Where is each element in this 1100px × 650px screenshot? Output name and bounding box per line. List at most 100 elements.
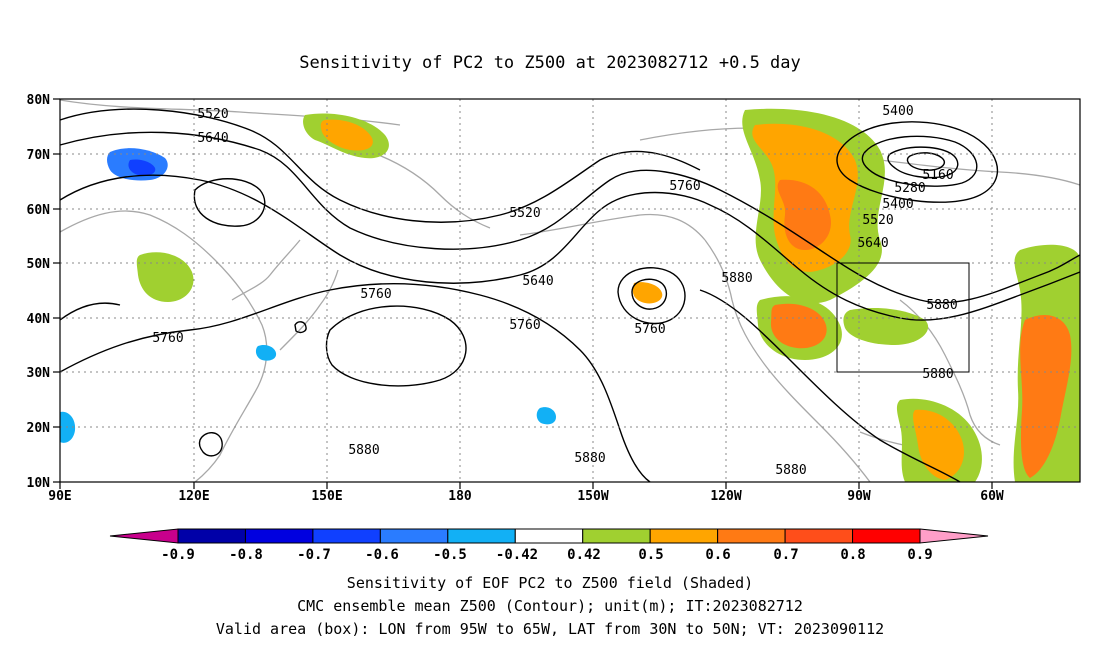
negative-patch-siberia-core — [128, 159, 156, 176]
contour-label: 5640 — [197, 131, 228, 146]
contour-5760-low-inner — [631, 278, 667, 310]
lon-label: 150E — [311, 489, 342, 504]
contour-label: 5160 — [922, 168, 953, 183]
contour-5880-tiny — [294, 321, 307, 334]
contour-5160-inner — [906, 152, 946, 171]
contour-label: 5280 — [894, 181, 925, 196]
contour-label: 5400 — [882, 104, 913, 119]
contour-label: 5520 — [197, 107, 228, 122]
contour-5280-ring — [861, 135, 978, 187]
lon-label: 120E — [178, 489, 209, 504]
contour-5880-high — [325, 305, 467, 387]
note-valid-area: Valid area (box): LON from 95W to 65W, L… — [216, 620, 884, 638]
contour-label: 5880 — [348, 443, 379, 458]
lat-label: 70N — [27, 148, 51, 163]
contour-5760-asia-edge — [59, 302, 121, 321]
lon-label: 150W — [577, 489, 608, 504]
colorbar-label: 0.8 — [840, 547, 865, 563]
negative-patch-japan — [255, 344, 277, 361]
lat-label: 80N — [27, 93, 51, 108]
coast-na-west — [704, 239, 871, 483]
contour-label: 5760 — [152, 331, 183, 346]
coast-asia — [59, 210, 268, 483]
colorbar: -0.9 -0.8 -0.7 -0.6 -0.5 -0.42 0.42 0.5 … — [109, 528, 989, 563]
contour-label: 5760 — [360, 287, 391, 302]
contour-5520-closed — [193, 178, 266, 227]
colorbar-labels: -0.9 -0.8 -0.7 -0.6 -0.5 -0.42 0.42 0.5 … — [161, 547, 933, 563]
colorbar-label: -0.8 — [229, 547, 263, 563]
lon-label: 90E — [48, 489, 71, 504]
lat-label: 50N — [27, 257, 51, 272]
colorbar-label: -0.5 — [433, 547, 467, 563]
colorbar-swatch — [852, 528, 921, 544]
contour-label: 5400 — [882, 197, 913, 212]
map-gridlines — [60, 99, 1080, 482]
longitude-labels: 90E 120E 150E 180 150W 120W 90W 60W — [48, 489, 1004, 504]
positive-patch-gulf-of-alaska — [632, 282, 663, 304]
map-frame — [59, 98, 1081, 483]
colorbar-swatch — [514, 528, 584, 544]
colorbar-label: 0.5 — [638, 547, 663, 563]
note-contour: CMC ensemble mean Z500 (Contour); unit(m… — [297, 597, 803, 615]
contour-label: 5520 — [862, 213, 893, 228]
colorbar-label: -0.9 — [161, 547, 195, 563]
colorbar-label: -0.6 — [365, 547, 399, 563]
colorbar-label: -0.42 — [496, 547, 538, 563]
colorbar-swatch — [649, 528, 719, 544]
colorbar-swatch — [312, 528, 381, 544]
contour-label: 5880 — [574, 451, 605, 466]
lat-label: 20N — [27, 421, 51, 436]
contour-5880-east — [699, 289, 961, 483]
contour-5400-ring — [836, 121, 999, 203]
positive-patch-east-siberia-core — [320, 119, 373, 151]
contour-label: 5880 — [775, 463, 806, 478]
contour-5640-long — [59, 131, 1081, 304]
colorbar-high-end — [919, 528, 989, 544]
contour-5880-small — [198, 432, 223, 457]
positive-patch-rockies-core — [770, 303, 827, 349]
valid-area-box — [836, 262, 970, 373]
lon-label: 120W — [710, 489, 741, 504]
contour-label: 5760 — [634, 322, 665, 337]
contour-5760-long — [59, 174, 1081, 321]
coast-kamchatka — [364, 149, 491, 229]
lat-label: 30N — [27, 366, 51, 381]
latitude-labels: 80N 70N 60N 50N 40N 30N 20N 10N — [27, 93, 51, 491]
coast-korea — [231, 239, 301, 301]
lon-label: 60W — [980, 489, 1004, 504]
colorbar-swatch — [582, 528, 651, 544]
colorbar-swatch — [379, 528, 449, 544]
positive-patch-nw-canada-core — [777, 179, 831, 250]
positive-patch-great-lakes — [843, 308, 929, 345]
colorbar-swatch — [177, 528, 246, 544]
contour-label: 5880 — [926, 298, 957, 313]
positive-patch-mongolia — [136, 252, 194, 302]
colorbar-swatch — [447, 528, 516, 544]
contour-label: 5640 — [857, 236, 888, 251]
note-shading: Sensitivity of EOF PC2 to Z500 field (Sh… — [347, 574, 753, 592]
colorbar-label: 0.7 — [773, 547, 798, 563]
colorbar-swatch — [717, 528, 786, 544]
coast-aleutians — [519, 213, 706, 241]
colorbar-swatches — [177, 528, 921, 544]
figure-title: Sensitivity of PC2 to Z500 at 2023082712… — [299, 53, 801, 73]
lon-label: 90W — [847, 489, 871, 504]
colorbar-swatch — [784, 528, 854, 544]
lat-label: 60N — [27, 203, 51, 218]
colorbar-label: 0.42 — [567, 547, 601, 563]
contour-label: 5880 — [721, 271, 752, 286]
contour-label: 5640 — [522, 274, 553, 289]
lat-label: 40N — [27, 312, 51, 327]
coast-japan — [279, 269, 339, 351]
contour-5880-west — [59, 283, 651, 483]
contour-label: 5760 — [669, 179, 700, 194]
contour-5160-ring — [887, 146, 959, 179]
map-panel: 5520 5640 5400 5160 5280 5400 5760 5520 … — [27, 93, 1081, 504]
map-tick-marks — [53, 98, 993, 489]
contour-labels: 5520 5640 5400 5160 5280 5400 5760 5520 … — [152, 104, 957, 478]
contour-5760-low — [617, 267, 686, 325]
lon-label: 180 — [448, 489, 472, 504]
negative-patch-central-pacific — [536, 407, 556, 425]
colorbar-label: 0.6 — [705, 547, 730, 563]
